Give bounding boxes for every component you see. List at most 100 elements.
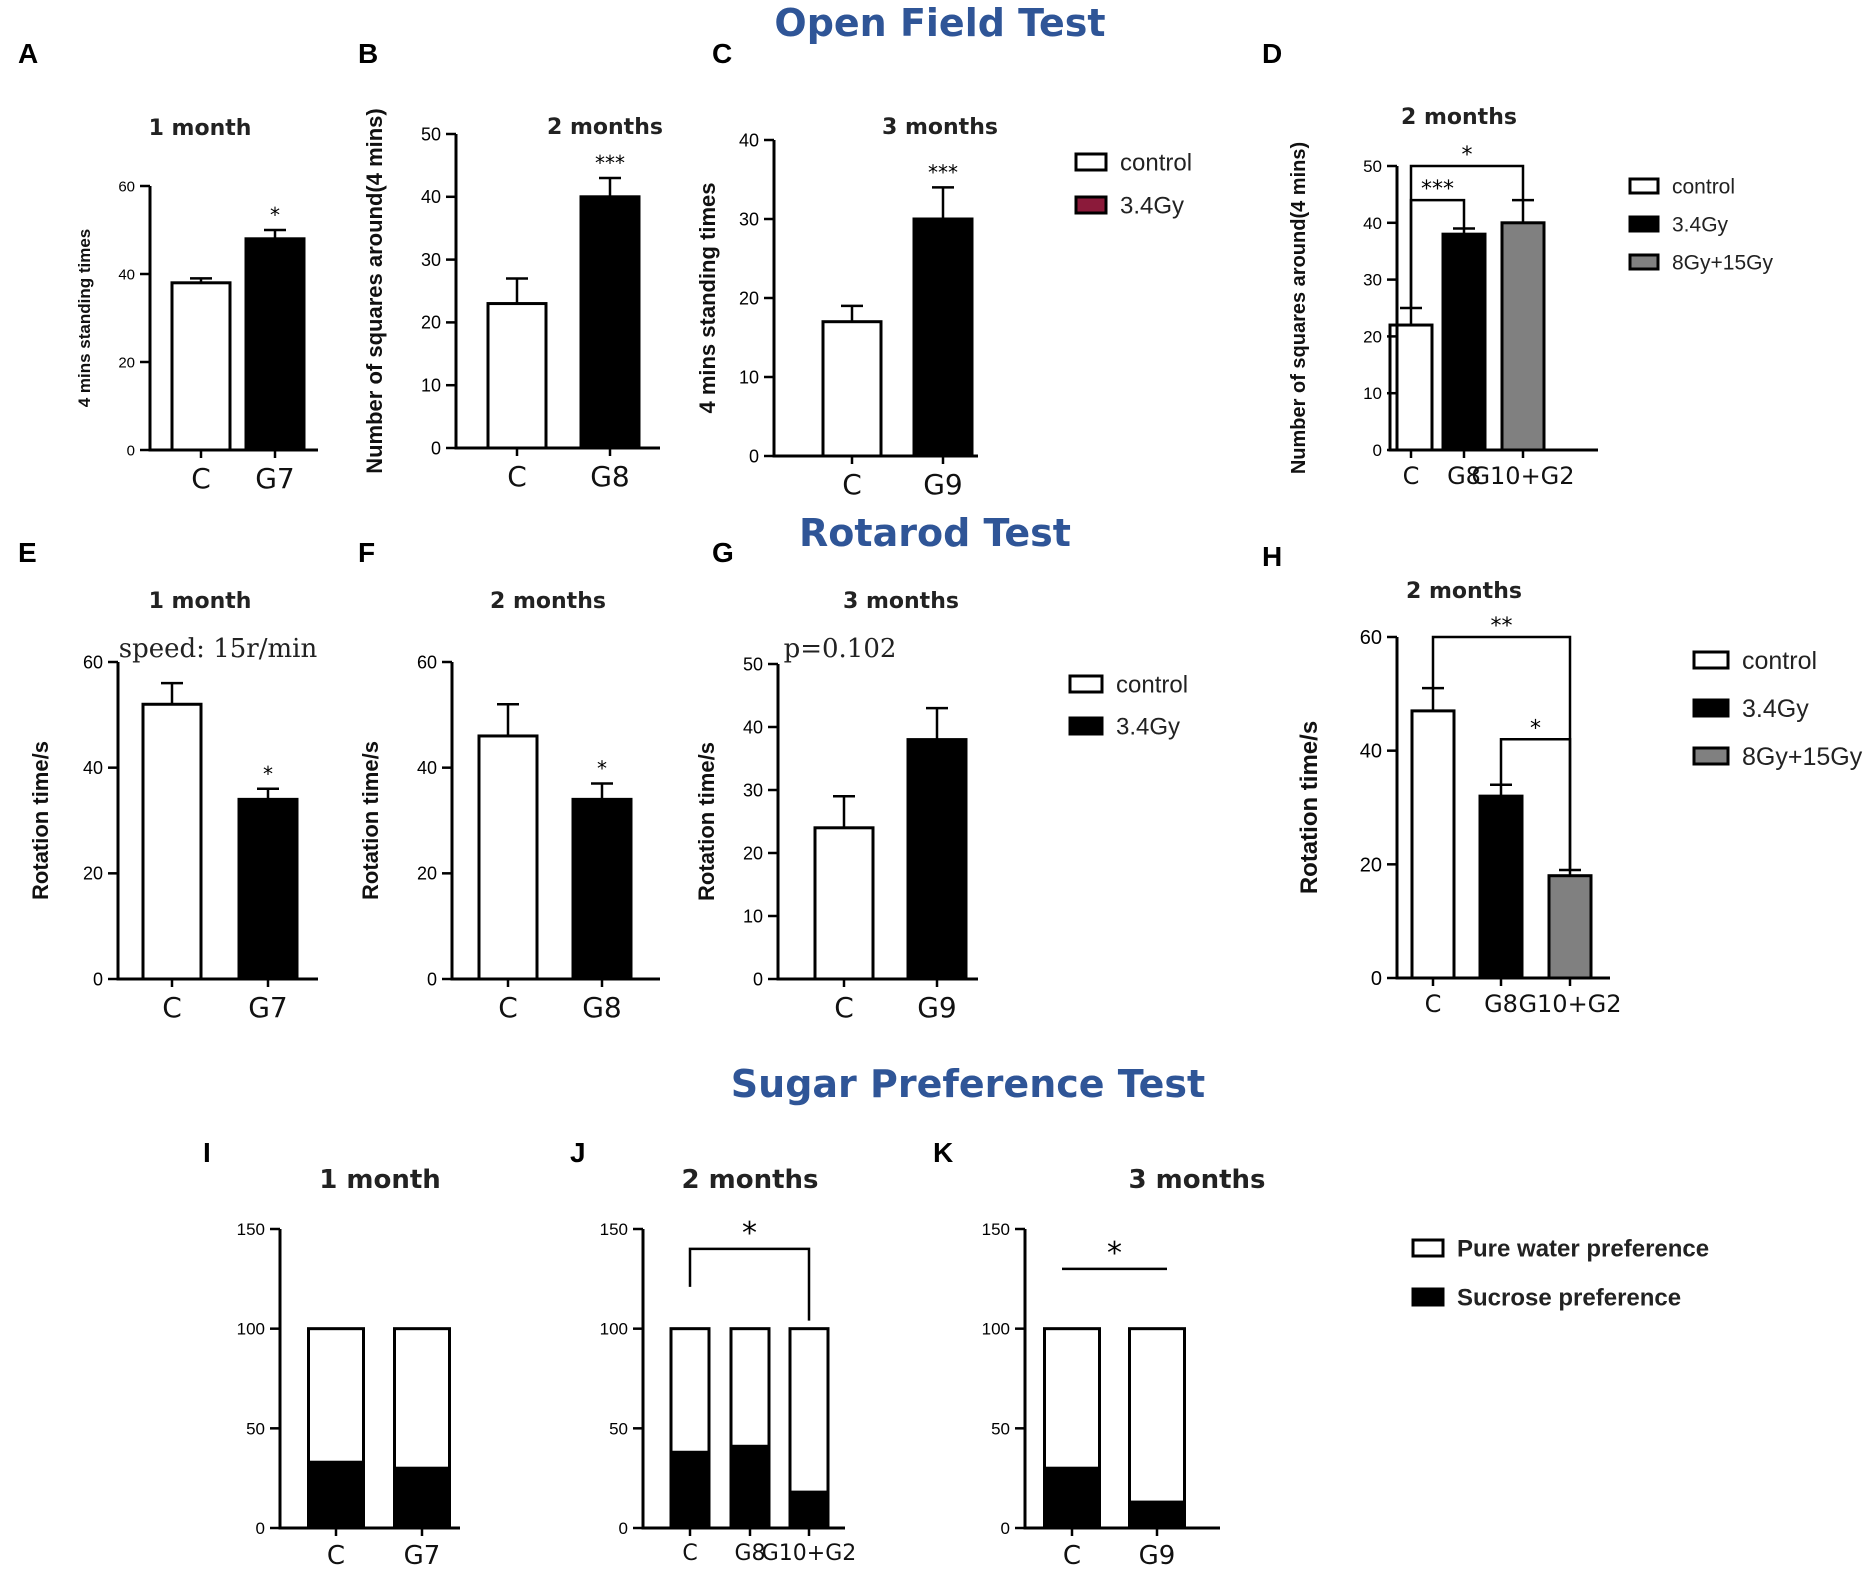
bar-c [141, 702, 203, 981]
legend-label: 3.4Gy [1672, 214, 1729, 237]
x-tick-label: G8 [1484, 990, 1518, 1018]
y-tick-label: 40 [743, 717, 763, 737]
legend-label: Sucrose preference [1457, 1285, 1681, 1312]
bar-c [477, 734, 539, 981]
panel-letter: G [712, 537, 734, 568]
bar-pure-water-g9 [1128, 1327, 1186, 1504]
bar-pure-water-g10g2 [788, 1327, 830, 1494]
x-tick-label: C [1425, 990, 1442, 1018]
legend-label: 3.4Gy [1116, 714, 1180, 741]
legend-swatch [1692, 746, 1730, 766]
bar-g9 [906, 738, 968, 981]
legend-swatch [1411, 1287, 1445, 1307]
y-tick-label: 0 [753, 969, 763, 989]
panel-title: 2 months [490, 589, 606, 614]
significance-label: * [270, 203, 280, 227]
bar-sucrose-g8 [729, 1444, 771, 1530]
y-tick-label: 50 [1363, 157, 1382, 176]
panel-letter: F [358, 537, 375, 568]
y-tick-label: 50 [421, 124, 441, 144]
bar-c [170, 281, 232, 452]
panel-title: 2 months [681, 1165, 818, 1195]
x-tick-label: C [507, 460, 527, 493]
significance-label: ** [1491, 614, 1513, 639]
x-tick-label: G8 [590, 460, 630, 493]
bar-g8 [1441, 232, 1487, 452]
bar-sucrose-c [1043, 1466, 1101, 1530]
legend-swatch [1692, 650, 1730, 670]
bar-c [486, 302, 548, 450]
legend-label: control [1116, 672, 1188, 699]
legend-swatch [1074, 195, 1108, 215]
significance-label: * [1462, 143, 1473, 168]
bar-g8 [579, 195, 641, 450]
section-title: Rotarod Test [799, 511, 1071, 555]
x-tick-label: G10+G2 [1471, 462, 1574, 490]
panel-letter: H [1262, 541, 1282, 572]
y-tick-label: 60 [118, 178, 135, 195]
x-tick-label: C [1403, 462, 1420, 490]
y-tick-label: 150 [982, 1220, 1010, 1239]
bar-g9 [912, 217, 974, 458]
significance-bracket [688, 1247, 811, 1321]
significance-label: * [1107, 1236, 1122, 1271]
y-tick-label: 10 [739, 367, 759, 387]
legend-swatch [1068, 674, 1104, 694]
y-tick-label: 40 [83, 758, 103, 778]
section-title: Sugar Preference Test [731, 1062, 1205, 1106]
significance-label: * [263, 762, 273, 786]
x-tick-label: G7 [248, 991, 288, 1024]
y-tick-label: 50 [991, 1419, 1010, 1438]
panel-title: 3 months [1128, 1165, 1265, 1195]
y-tick-label: 150 [237, 1220, 265, 1239]
legend: control 3.4Gy [1074, 150, 1192, 220]
legend-swatch [1628, 177, 1660, 195]
significance-bracket [1499, 738, 1572, 871]
legend-label: 3.4Gy [1120, 193, 1184, 220]
y-tick-label: 20 [1360, 854, 1382, 876]
bar-pure-water-c [669, 1327, 711, 1454]
significance-label: * [597, 757, 607, 781]
x-tick-label: C [682, 1541, 697, 1566]
panel-f: F 2 months Rotation time/s 0 20 40 60 C G8 * [358, 537, 660, 1024]
legend: control 3.4Gy 8Gy+15Gy [1628, 176, 1773, 275]
y-tick-label: 60 [1360, 627, 1382, 649]
significance-label: * [1530, 716, 1541, 741]
y-tick-label: 30 [739, 209, 759, 229]
section-title: Open Field Test [774, 1, 1105, 45]
y-axis-label: 4 mins standing times [75, 229, 94, 408]
panel-title: 1 month [319, 1165, 441, 1195]
y-tick-label: 20 [118, 354, 135, 371]
bar-pure-water-c [307, 1327, 365, 1464]
panel-a: A 1 month 4 mins standing times 0 20 40 60 C G7 * [18, 38, 318, 495]
legend-label: 8Gy+15Gy [1742, 743, 1863, 771]
bar-sucrose-g10g2 [788, 1490, 830, 1530]
legend-label: control [1120, 150, 1192, 177]
x-tick-label: G9 [917, 991, 957, 1024]
y-tick-label: 150 [600, 1220, 628, 1239]
x-tick-label: G10+G2 [1518, 990, 1621, 1018]
y-tick-label: 40 [1360, 741, 1382, 763]
y-tick-label: 20 [421, 313, 441, 333]
panel-k: K 3 months 0 50 100 150 C G9 * [933, 1137, 1266, 1571]
bar-g10g2 [1500, 221, 1546, 452]
panel-letter: E [18, 537, 37, 568]
legend-label: control [1672, 176, 1735, 199]
x-tick-label: C [327, 1541, 345, 1571]
panel-title: 1 month [149, 589, 252, 614]
panel-letter: D [1262, 38, 1282, 69]
y-tick-label: 20 [743, 843, 763, 863]
x-tick-label: C [1063, 1541, 1081, 1571]
y-tick-label: 0 [127, 442, 135, 459]
y-tick-label: 30 [1363, 271, 1382, 290]
y-tick-label: 10 [421, 376, 441, 396]
bar-sucrose-c [307, 1460, 365, 1530]
y-tick-label: 40 [739, 130, 759, 150]
x-tick-label: C [842, 468, 862, 501]
y-tick-label: 0 [1001, 1519, 1010, 1538]
y-tick-label: 40 [118, 266, 135, 283]
panel-title: 2 months [1406, 579, 1522, 604]
legend: control 3.4Gy [1068, 672, 1188, 741]
legend: control 3.4Gy 8Gy+15Gy [1692, 647, 1863, 771]
